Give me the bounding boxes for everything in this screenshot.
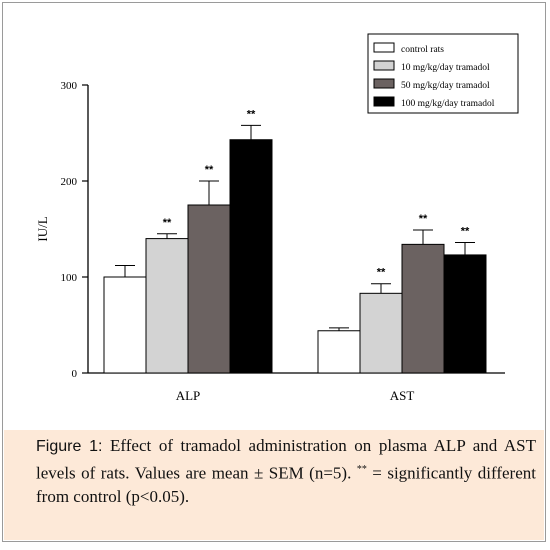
legend-swatch	[373, 78, 395, 89]
y-tick-label: 0	[72, 368, 78, 380]
y-axis-label: IU/L	[35, 216, 50, 241]
legend-label: 100 mg/kg/day tramadol	[401, 99, 495, 109]
significance-mark: **	[377, 267, 386, 279]
bar	[359, 292, 403, 374]
legend: control rats 10 mg/kg/day tramadol 50 mg/k…	[367, 33, 519, 114]
caption-box	[4, 430, 544, 540]
figure-caption: Figure 1: Effect of tramadol administrat…	[36, 434, 536, 508]
bar	[103, 276, 147, 374]
significance-mark: **	[205, 164, 214, 176]
y-tick-label: 300	[61, 80, 78, 92]
caption-text-end: = significantly different from control (…	[36, 463, 536, 506]
caption-figure-label: Figure 1:	[36, 438, 103, 455]
legend-swatch	[373, 96, 395, 107]
legend-label: 50 mg/kg/day tramadol	[401, 81, 490, 91]
bar	[401, 243, 445, 374]
bar	[443, 254, 487, 374]
y-tick-label: 100	[61, 272, 78, 284]
y-tick-label: 200	[61, 176, 78, 188]
bar	[187, 204, 231, 374]
bar	[145, 238, 189, 374]
significance-mark: **	[461, 225, 470, 237]
legend-swatch	[373, 42, 395, 53]
significance-mark: **	[163, 217, 172, 229]
significance-mark: **	[247, 108, 256, 120]
x-category-label: ALP	[176, 388, 201, 403]
legend-label: 10 mg/kg/day tramadol	[401, 63, 490, 73]
legend-swatch	[373, 60, 395, 71]
x-category-label: AST	[390, 388, 415, 403]
bar-chart: IU/L 0 100 200 300 ** ** ** ALP ** ** ** AST contr…	[35, 33, 519, 403]
legend-label: control rats	[401, 45, 444, 55]
chart-bars: ** ** ** ALP ** ** ** AST	[103, 108, 487, 403]
caption-significance-marker: **	[356, 464, 367, 475]
significance-mark: **	[419, 213, 428, 225]
caption-text: Effect of tramadol administration on pla…	[36, 436, 536, 483]
bar	[229, 139, 273, 374]
bar	[317, 330, 361, 374]
